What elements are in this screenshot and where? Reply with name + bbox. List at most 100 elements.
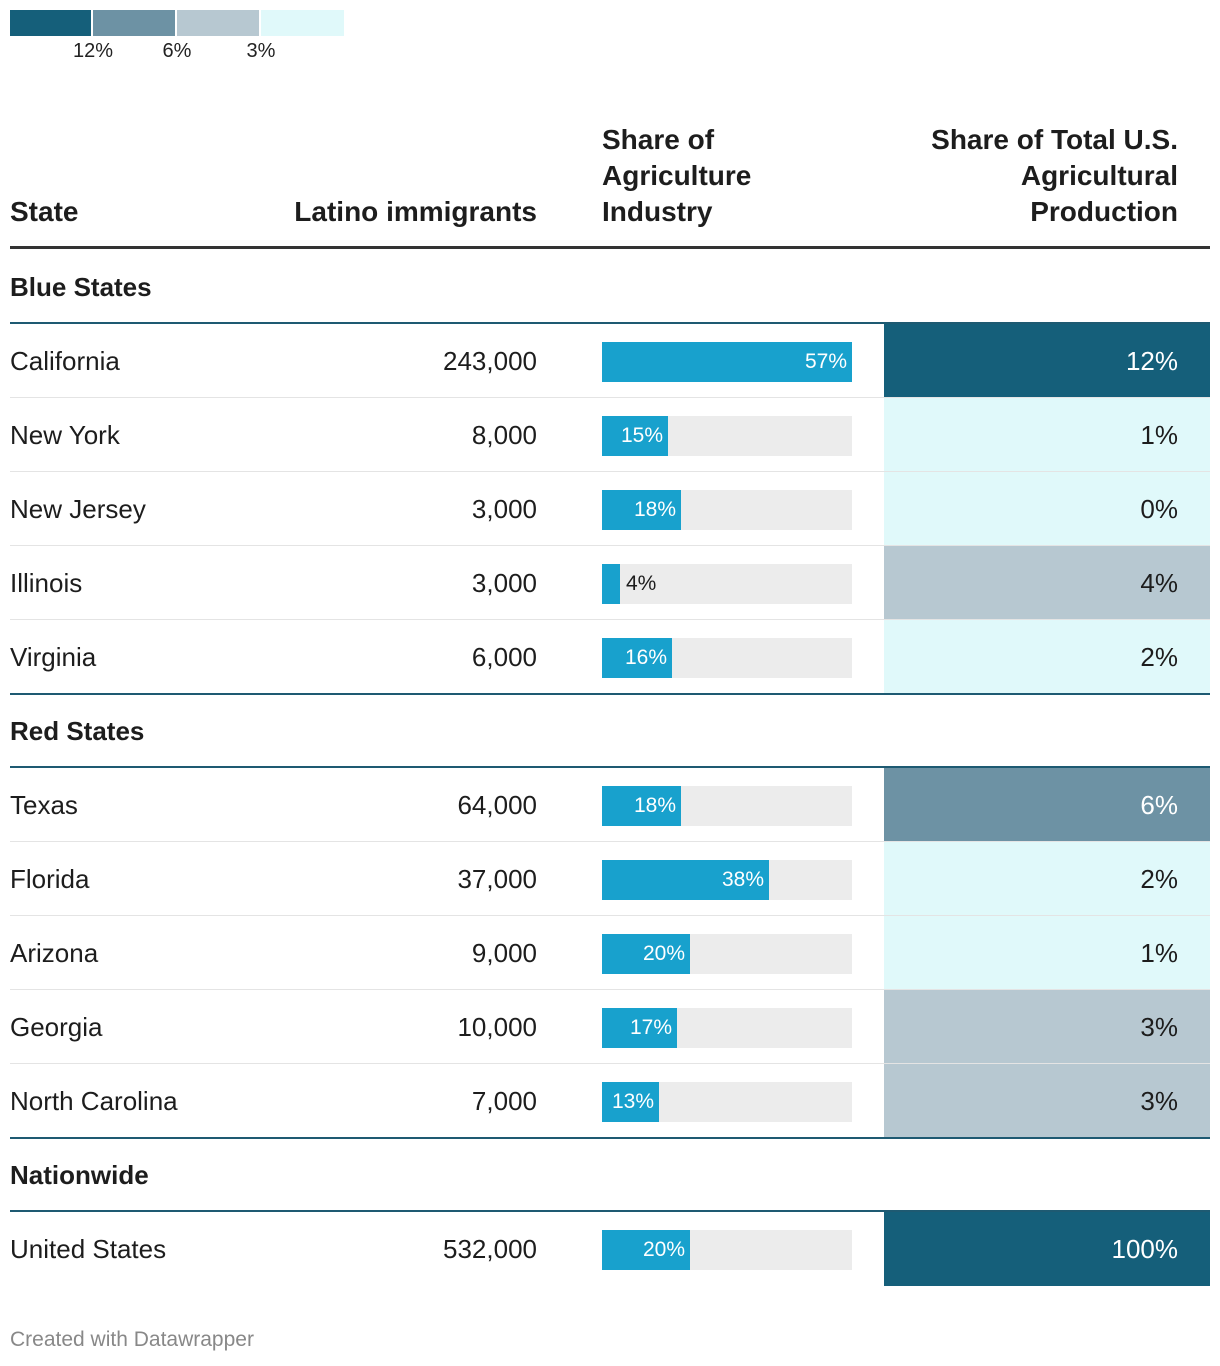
table-row: Texas 64,000 18% 6% (10, 768, 1210, 842)
table-row: North Carolina 7,000 13% 3% (10, 1064, 1210, 1138)
share-industry-bar-track: 16% (602, 638, 852, 678)
share-total-cell: 2% (884, 620, 1210, 694)
share-total-cell: 1% (884, 398, 1210, 472)
share-industry-bar (602, 416, 668, 456)
share-industry-bar (602, 786, 681, 826)
state-name: New York (10, 420, 120, 450)
share-industry-bar (602, 342, 852, 382)
state-name: Texas (10, 790, 78, 820)
share-total-cell: 3% (884, 990, 1210, 1064)
share-total-value: 2% (1140, 864, 1178, 894)
header-share-total-line-1: Share of Total U.S. (931, 124, 1178, 155)
row-separator (10, 619, 1210, 620)
share-total-value: 4% (1140, 568, 1178, 598)
share-industry-label: 18% (633, 498, 676, 521)
state-name: Georgia (10, 1012, 103, 1042)
latino-immigrants-value: 3,000 (471, 494, 537, 524)
row-separator (10, 1063, 1210, 1064)
state-name: New Jersey (10, 494, 146, 524)
row-separator (10, 989, 1210, 990)
share-industry-label: 17% (629, 1016, 672, 1039)
latino-immigrants-value: 6,000 (471, 642, 537, 672)
share-industry-bar (602, 638, 672, 678)
latino-immigrants-value: 532,000 (443, 1234, 537, 1264)
state-name: Illinois (10, 568, 83, 598)
share-total-cell: 1% (884, 916, 1210, 990)
table-row: California 243,000 57% 12% (10, 324, 1210, 398)
header-share-total-production: Share of Total U.S. Agricultural Product… (878, 122, 1178, 230)
share-industry-bar (602, 1008, 677, 1048)
share-industry-label: 18% (633, 794, 676, 817)
share-industry-bar-track: 18% (602, 490, 852, 530)
footer-credit: Created with Datawrapper (10, 1328, 254, 1351)
share-industry-label: 20% (642, 1238, 685, 1261)
share-total-cell: 4% (884, 546, 1210, 620)
state-name: California (10, 346, 120, 376)
row-separator (10, 545, 1210, 546)
share-industry-bar (602, 490, 681, 530)
header-share-total-line-3: Production (1030, 196, 1178, 227)
share-industry-bar-track: 38% (602, 860, 852, 900)
state-name: United States (10, 1234, 167, 1264)
row-separator (10, 397, 1210, 398)
share-industry-bar-track: 4% (602, 564, 852, 604)
share-total-value: 12% (1125, 346, 1178, 376)
share-industry-label: 38% (721, 868, 764, 891)
header-share-industry-line-3: Industry (602, 196, 713, 227)
share-total-value: 6% (1140, 790, 1178, 820)
header-share-agriculture-industry: Share of Agriculture Industry (602, 122, 842, 230)
header-rule (10, 246, 1210, 249)
group-title: Red States (10, 716, 145, 746)
share-total-value: 0% (1140, 494, 1178, 524)
table-row: United States 532,000 20% 100% (10, 1212, 1210, 1286)
share-industry-bar-track: 13% (602, 1082, 852, 1122)
state-name: Arizona (10, 938, 99, 968)
latino-immigrants-value: 3,000 (471, 568, 537, 598)
table-row: Arizona 9,000 20% 1% (10, 916, 1210, 990)
share-total-value: 1% (1140, 938, 1178, 968)
legend-tick-12: 12% (72, 40, 114, 62)
header-share-industry-line-2: Agriculture (602, 160, 752, 191)
latino-immigrants-value: 7,000 (471, 1086, 537, 1116)
share-total-cell: 3% (884, 1064, 1210, 1138)
share-industry-label: 4% (626, 572, 657, 595)
share-industry-label: 16% (624, 646, 667, 669)
latino-immigrants-value: 37,000 (457, 864, 537, 894)
legend-swatch-lightest (261, 10, 344, 36)
row-separator (10, 915, 1210, 916)
share-industry-label: 15% (620, 424, 663, 447)
table-row: New Jersey 3,000 18% 0% (10, 472, 1210, 546)
state-name: North Carolina (10, 1086, 178, 1116)
state-name: Virginia (10, 642, 97, 672)
group-rule (10, 1210, 1210, 1212)
color-legend: 12% 6% 3% (10, 10, 346, 70)
legend-swatch-mid (93, 10, 175, 36)
share-industry-bar-track: 15% (602, 416, 852, 456)
table-row: New York 8,000 15% 1% (10, 398, 1210, 472)
share-industry-bar (602, 934, 690, 974)
share-industry-bar (602, 860, 769, 900)
latino-immigrants-value: 9,000 (471, 938, 537, 968)
table-row: Virginia 6,000 16% 2% (10, 620, 1210, 694)
group-bottom-rule (10, 1137, 1210, 1139)
group-rule (10, 322, 1210, 324)
header-share-total-line-2: Agricultural (1020, 160, 1178, 191)
legend-swatch-light (177, 10, 259, 36)
legend-swatch-dark (10, 10, 91, 36)
share-industry-bar (602, 564, 620, 604)
share-industry-label: 20% (642, 942, 685, 965)
legend-tick-3: 3% (246, 40, 276, 62)
share-total-value: 1% (1140, 420, 1178, 450)
share-total-value: 2% (1140, 642, 1178, 672)
share-industry-bar-track: 20% (602, 1230, 852, 1270)
state-name: Florida (10, 864, 90, 894)
share-industry-bar-track: 57% (602, 342, 852, 382)
header-latino-immigrants: Latino immigrants (294, 196, 537, 227)
share-total-cell: 12% (884, 324, 1210, 398)
share-industry-bar-track: 20% (602, 934, 852, 974)
table-row: Georgia 10,000 17% 3% (10, 990, 1210, 1064)
group-bottom-rule (10, 693, 1210, 695)
row-separator (10, 471, 1210, 472)
share-total-cell: 100% (884, 1212, 1210, 1286)
share-total-value: 100% (1111, 1234, 1179, 1264)
